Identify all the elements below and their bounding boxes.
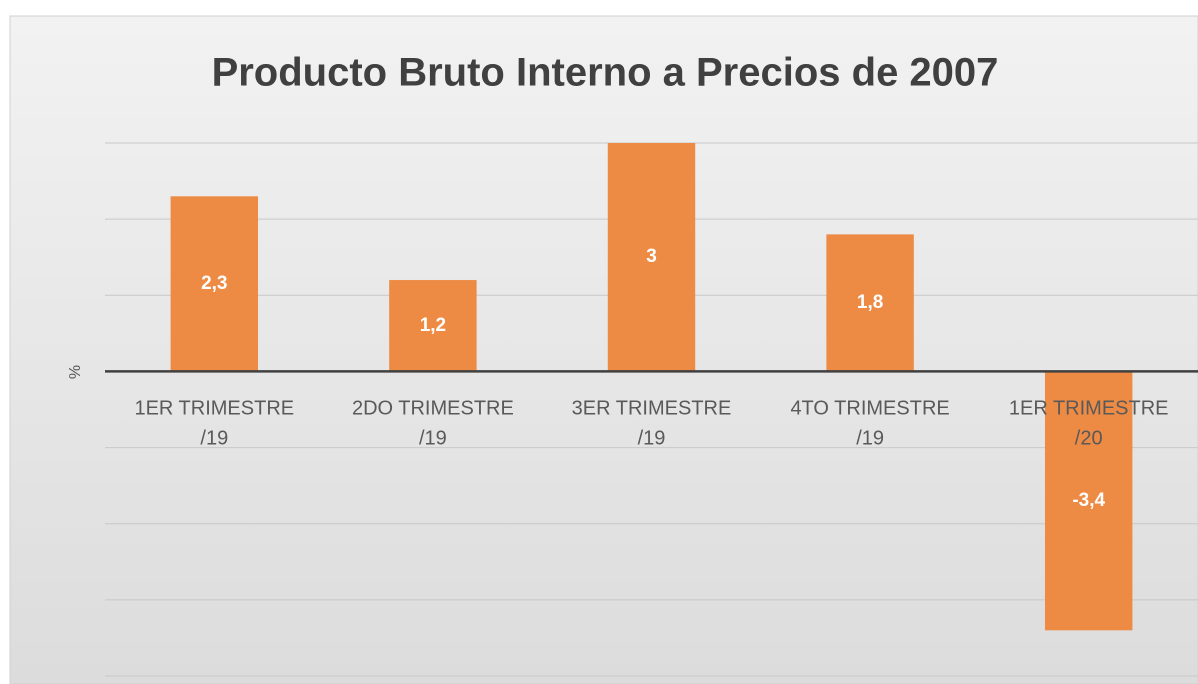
chart-title: Producto Bruto Interno a Precios de 2007 <box>212 51 999 95</box>
data-label: -3,4 <box>1072 490 1105 511</box>
bar <box>607 143 696 372</box>
bar <box>1044 371 1133 631</box>
data-label: 1,8 <box>857 292 883 313</box>
data-label: 3 <box>646 246 657 267</box>
x-tick-label: 1ER TRIMESTRE/20 <box>1009 398 1169 450</box>
data-label: 1,2 <box>420 315 446 336</box>
bar <box>170 196 259 372</box>
x-tick-label: 1ER TRIMESTRE/19 <box>134 398 294 450</box>
x-tick-label: 4TO TRIMESTRE/19 <box>790 398 949 450</box>
bar <box>826 234 914 372</box>
bar <box>389 280 477 372</box>
data-label: 2,3 <box>201 273 227 294</box>
y-axis-label: % <box>67 365 84 379</box>
x-tick-label: 3ER TRIMESTRE/19 <box>572 398 732 450</box>
x-tick-label: 2DO TRIMESTRE/19 <box>352 398 514 450</box>
